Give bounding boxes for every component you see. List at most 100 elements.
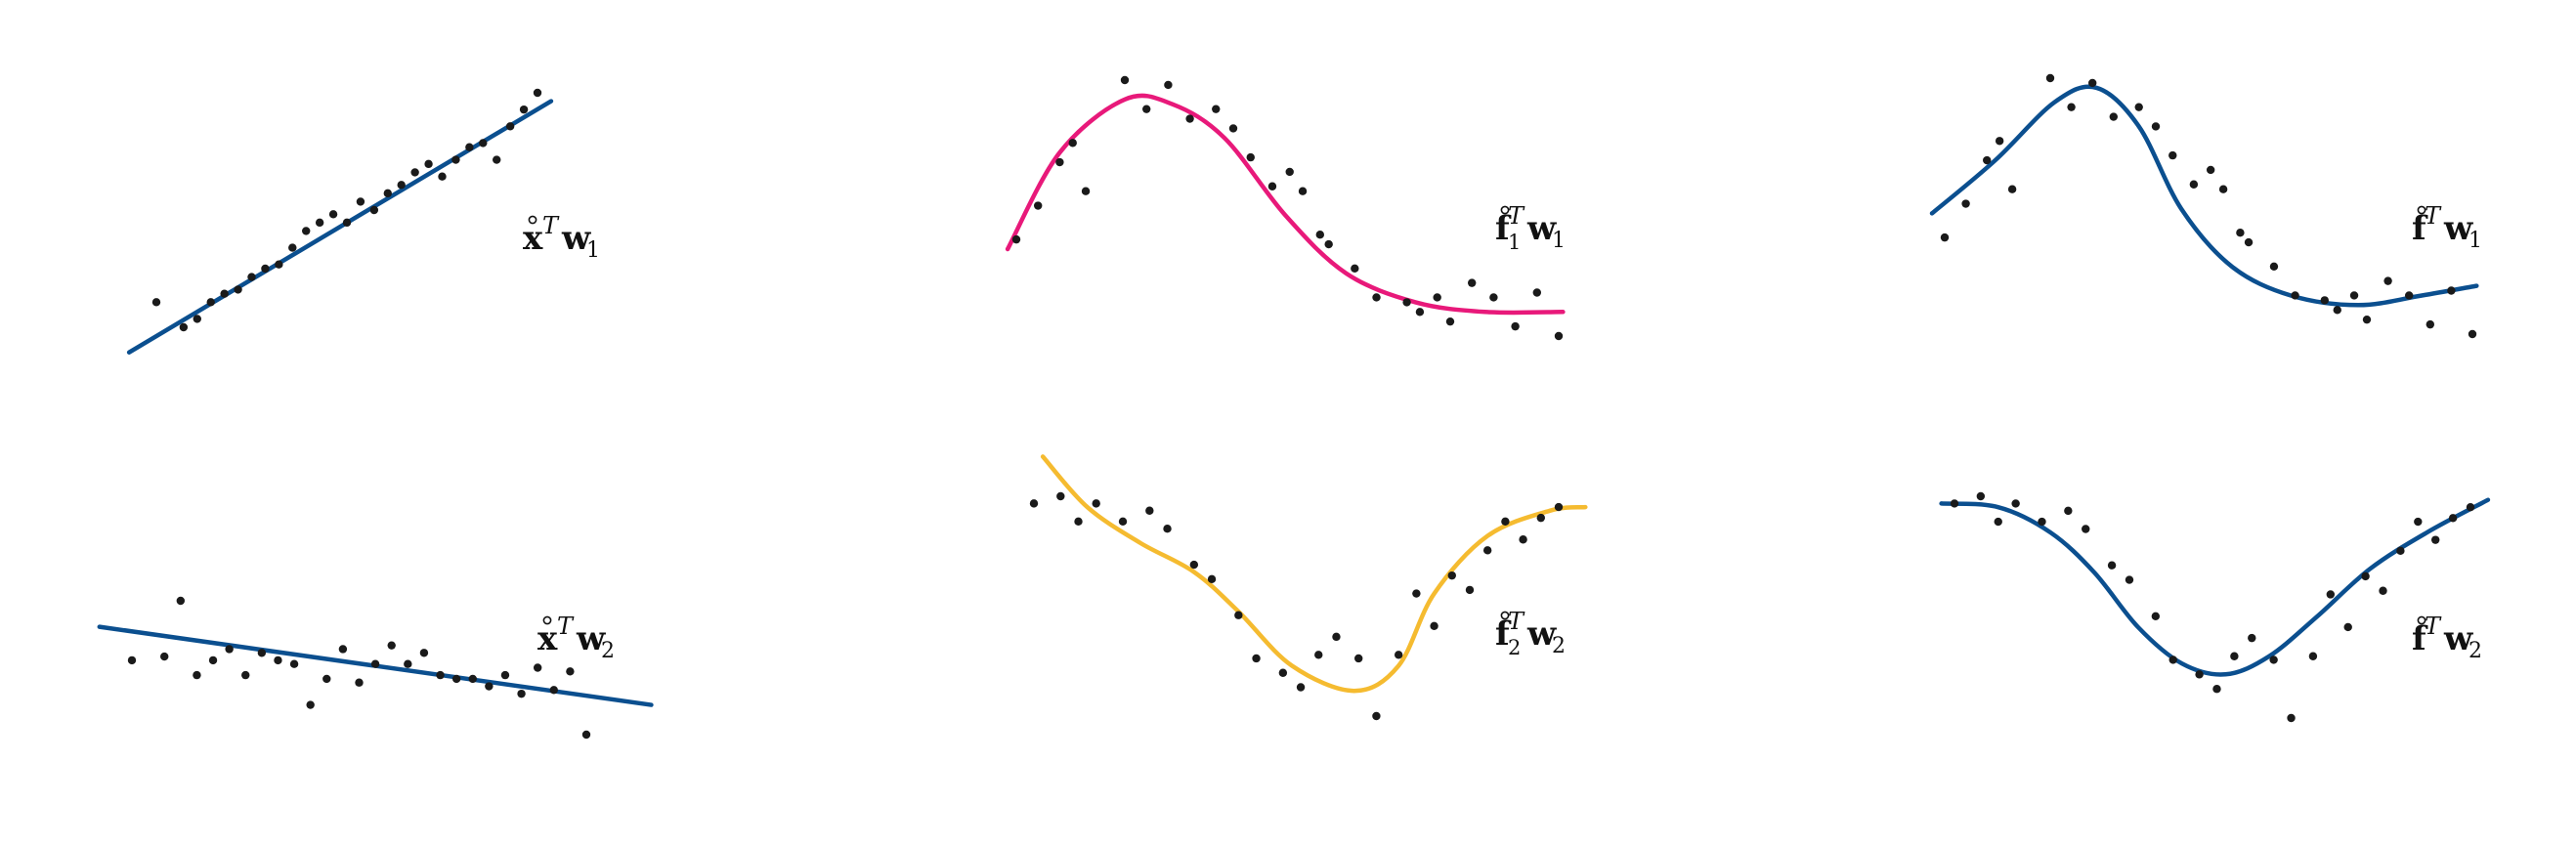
label-base: x [537, 619, 558, 658]
data-point [370, 659, 380, 668]
data-point [2082, 525, 2090, 533]
ring-accent [542, 615, 552, 625]
data-point [1430, 621, 1438, 630]
data-point [387, 641, 396, 650]
data-point [533, 88, 542, 98]
data-point [1120, 75, 1130, 85]
data-point [1995, 137, 2004, 146]
panel-nonlinear-gold: f2T w2 [1029, 454, 1588, 721]
data-point [2343, 622, 2352, 632]
data-point [549, 686, 558, 695]
data-point [1489, 293, 1498, 302]
data-point [1961, 199, 1970, 208]
label-base-subscript: 1 [1508, 231, 1521, 254]
data-point [1940, 233, 1950, 242]
data-point [2230, 652, 2239, 660]
data-point [1433, 293, 1441, 302]
data-point [2320, 296, 2329, 305]
label-subscript: 1 [2469, 229, 2482, 253]
data-point [1447, 571, 1456, 580]
data-point [1402, 298, 1411, 307]
data-point [1011, 234, 1021, 244]
data-point [2349, 291, 2359, 300]
label-superscript: T [557, 613, 575, 640]
data-point [1189, 560, 1199, 570]
data-point [1372, 711, 1381, 721]
data-point [2333, 306, 2341, 315]
data-point [241, 670, 250, 680]
data-point [2468, 329, 2477, 339]
data-point [2038, 517, 2046, 527]
panel-label: f1T w1 [1495, 202, 1566, 254]
data-point [1354, 654, 1363, 663]
fit-curve [1040, 454, 1588, 694]
data-point [2125, 575, 2134, 584]
data-point [410, 168, 419, 177]
data-point [424, 159, 433, 169]
data-point [179, 322, 189, 332]
data-point [356, 197, 365, 206]
data-point [1950, 499, 1959, 508]
data-point [493, 155, 501, 164]
data-point [2007, 185, 2017, 193]
data-point [288, 243, 297, 252]
data-point [1081, 187, 1091, 195]
data-point [1482, 546, 1492, 555]
label-weight: w [1526, 614, 1557, 654]
data-point [338, 645, 348, 654]
ring-accent [528, 215, 537, 225]
data-point [383, 189, 392, 198]
data-point [1074, 517, 1083, 527]
data-point [355, 678, 364, 687]
data-point [1212, 105, 1221, 113]
data-point [500, 670, 510, 680]
data-point [2362, 315, 2372, 324]
data-point [1298, 187, 1308, 195]
data-point [2011, 499, 2020, 508]
ring-accent [1500, 205, 1510, 215]
data-point [2448, 514, 2458, 523]
data-point [1983, 155, 1992, 165]
label-subscript: 1 [586, 238, 600, 263]
data-point [2379, 586, 2387, 595]
data-point [274, 656, 282, 665]
data-point [451, 674, 461, 684]
fit-line [126, 99, 554, 355]
data-point [1246, 152, 1255, 162]
data-point [1034, 201, 1043, 210]
data-point [2447, 286, 2456, 295]
data-point [2269, 262, 2279, 271]
data-point [465, 143, 474, 151]
data-point [206, 298, 215, 307]
data-point [1394, 651, 1403, 659]
data-point [2405, 291, 2414, 300]
data-point [1029, 499, 1039, 508]
data-point [2109, 112, 2118, 121]
label-base-subscript: 2 [1508, 636, 1521, 659]
fit-curve [1005, 93, 1566, 316]
data-point [438, 172, 447, 181]
data-point [419, 649, 429, 657]
data-point [2308, 652, 2318, 660]
data-point [1068, 139, 1077, 148]
data-point [1285, 167, 1294, 177]
data-point [2168, 150, 2177, 160]
label-superscript: T [1508, 608, 1525, 635]
data-point [1415, 308, 1425, 317]
label-superscript: T [1508, 202, 1525, 230]
data-point [451, 155, 460, 164]
panel-nonlinear-blue-bottom: fT w2 [1939, 491, 2491, 723]
data-point [2064, 506, 2073, 516]
data-point [2244, 237, 2254, 247]
data-point [1468, 278, 1477, 287]
data-point [2426, 319, 2434, 329]
label-superscript: T [2425, 613, 2442, 640]
data-point [1501, 517, 1510, 527]
data-point [436, 670, 445, 680]
data-point [404, 659, 412, 668]
data-point [289, 659, 299, 668]
data-point [1228, 124, 1238, 133]
